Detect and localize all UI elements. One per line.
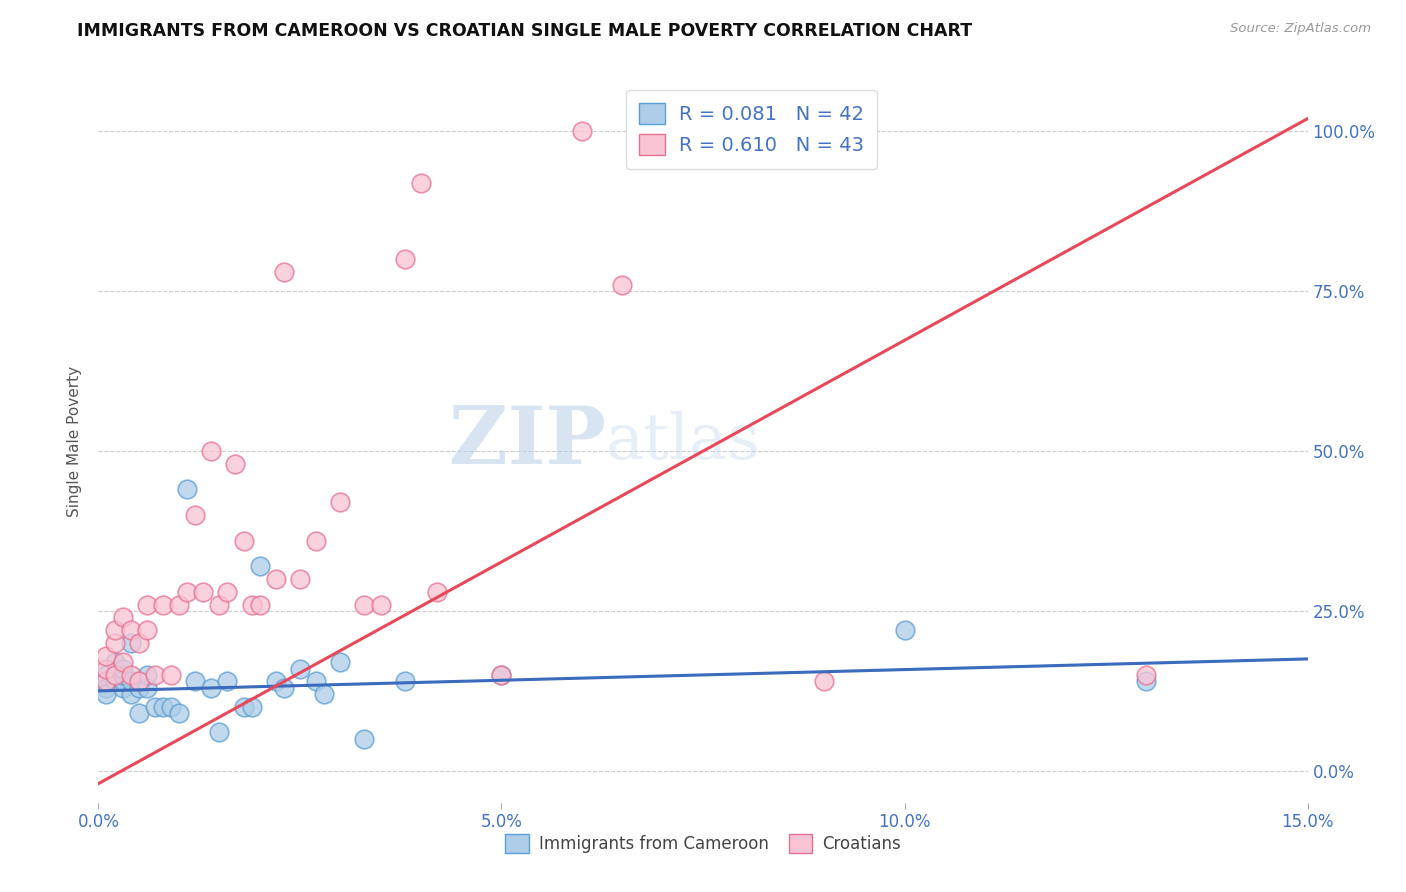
Point <box>103 668 125 682</box>
Point <box>96 687 118 701</box>
Point <box>232 699 254 714</box>
Point <box>167 598 190 612</box>
Point <box>893 623 915 637</box>
Point <box>288 572 311 586</box>
Point <box>135 668 157 682</box>
Point <box>305 674 328 689</box>
Point <box>176 584 198 599</box>
Point <box>612 277 634 292</box>
Point <box>184 674 207 689</box>
Point <box>273 681 295 695</box>
Point <box>813 674 835 689</box>
Point <box>128 636 150 650</box>
Point <box>103 636 125 650</box>
Point <box>370 598 392 612</box>
Point <box>111 674 134 689</box>
Point <box>224 457 246 471</box>
Text: Source: ZipAtlas.com: Source: ZipAtlas.com <box>1230 22 1371 36</box>
Point <box>128 674 150 689</box>
Point <box>208 725 231 739</box>
Text: ZIP: ZIP <box>450 402 606 481</box>
Point <box>273 265 295 279</box>
Point <box>160 699 183 714</box>
Point <box>288 661 311 675</box>
Text: atlas: atlas <box>606 411 761 472</box>
Point <box>232 533 254 548</box>
Point <box>329 495 352 509</box>
Point <box>120 687 142 701</box>
Point <box>152 699 174 714</box>
Point <box>152 598 174 612</box>
Point <box>409 176 432 190</box>
Point <box>160 668 183 682</box>
Point <box>193 584 215 599</box>
Point <box>249 598 271 612</box>
Point <box>249 559 271 574</box>
Point <box>103 655 125 669</box>
Point <box>128 681 150 695</box>
Point <box>143 699 166 714</box>
Point <box>240 699 263 714</box>
Point <box>96 681 118 695</box>
Point <box>200 681 222 695</box>
Text: IMMIGRANTS FROM CAMEROON VS CROATIAN SINGLE MALE POVERTY CORRELATION CHART: IMMIGRANTS FROM CAMEROON VS CROATIAN SIN… <box>77 22 973 40</box>
Point <box>120 636 142 650</box>
Point <box>571 124 593 138</box>
Point <box>217 584 239 599</box>
Point <box>167 706 190 721</box>
Point <box>96 648 118 663</box>
Point <box>184 508 207 522</box>
Point <box>426 584 449 599</box>
Point <box>120 668 142 682</box>
Point <box>491 668 513 682</box>
Point <box>491 668 513 682</box>
Point <box>329 655 352 669</box>
Point <box>135 623 157 637</box>
Point <box>264 674 287 689</box>
Point <box>111 655 134 669</box>
Point <box>96 674 118 689</box>
Point <box>111 681 134 695</box>
Point <box>120 623 142 637</box>
Point <box>103 668 125 682</box>
Point <box>305 533 328 548</box>
Point <box>200 444 222 458</box>
Point <box>128 674 150 689</box>
Point <box>353 598 375 612</box>
Point <box>103 623 125 637</box>
Y-axis label: Single Male Poverty: Single Male Poverty <box>67 366 83 517</box>
Point <box>394 674 416 689</box>
Point <box>135 681 157 695</box>
Point <box>111 610 134 624</box>
Point <box>128 706 150 721</box>
Point <box>217 674 239 689</box>
Point <box>394 252 416 267</box>
Point <box>314 687 336 701</box>
Point <box>1135 668 1157 682</box>
Legend: Immigrants from Cameroon, Croatians: Immigrants from Cameroon, Croatians <box>499 827 907 860</box>
Point <box>96 661 118 675</box>
Point <box>120 674 142 689</box>
Point <box>353 731 375 746</box>
Point <box>103 674 125 689</box>
Point <box>111 668 134 682</box>
Point <box>111 661 134 675</box>
Point <box>96 668 118 682</box>
Point <box>135 598 157 612</box>
Point <box>176 483 198 497</box>
Point <box>96 674 118 689</box>
Point <box>208 598 231 612</box>
Point <box>143 668 166 682</box>
Point <box>264 572 287 586</box>
Point <box>1135 674 1157 689</box>
Point <box>240 598 263 612</box>
